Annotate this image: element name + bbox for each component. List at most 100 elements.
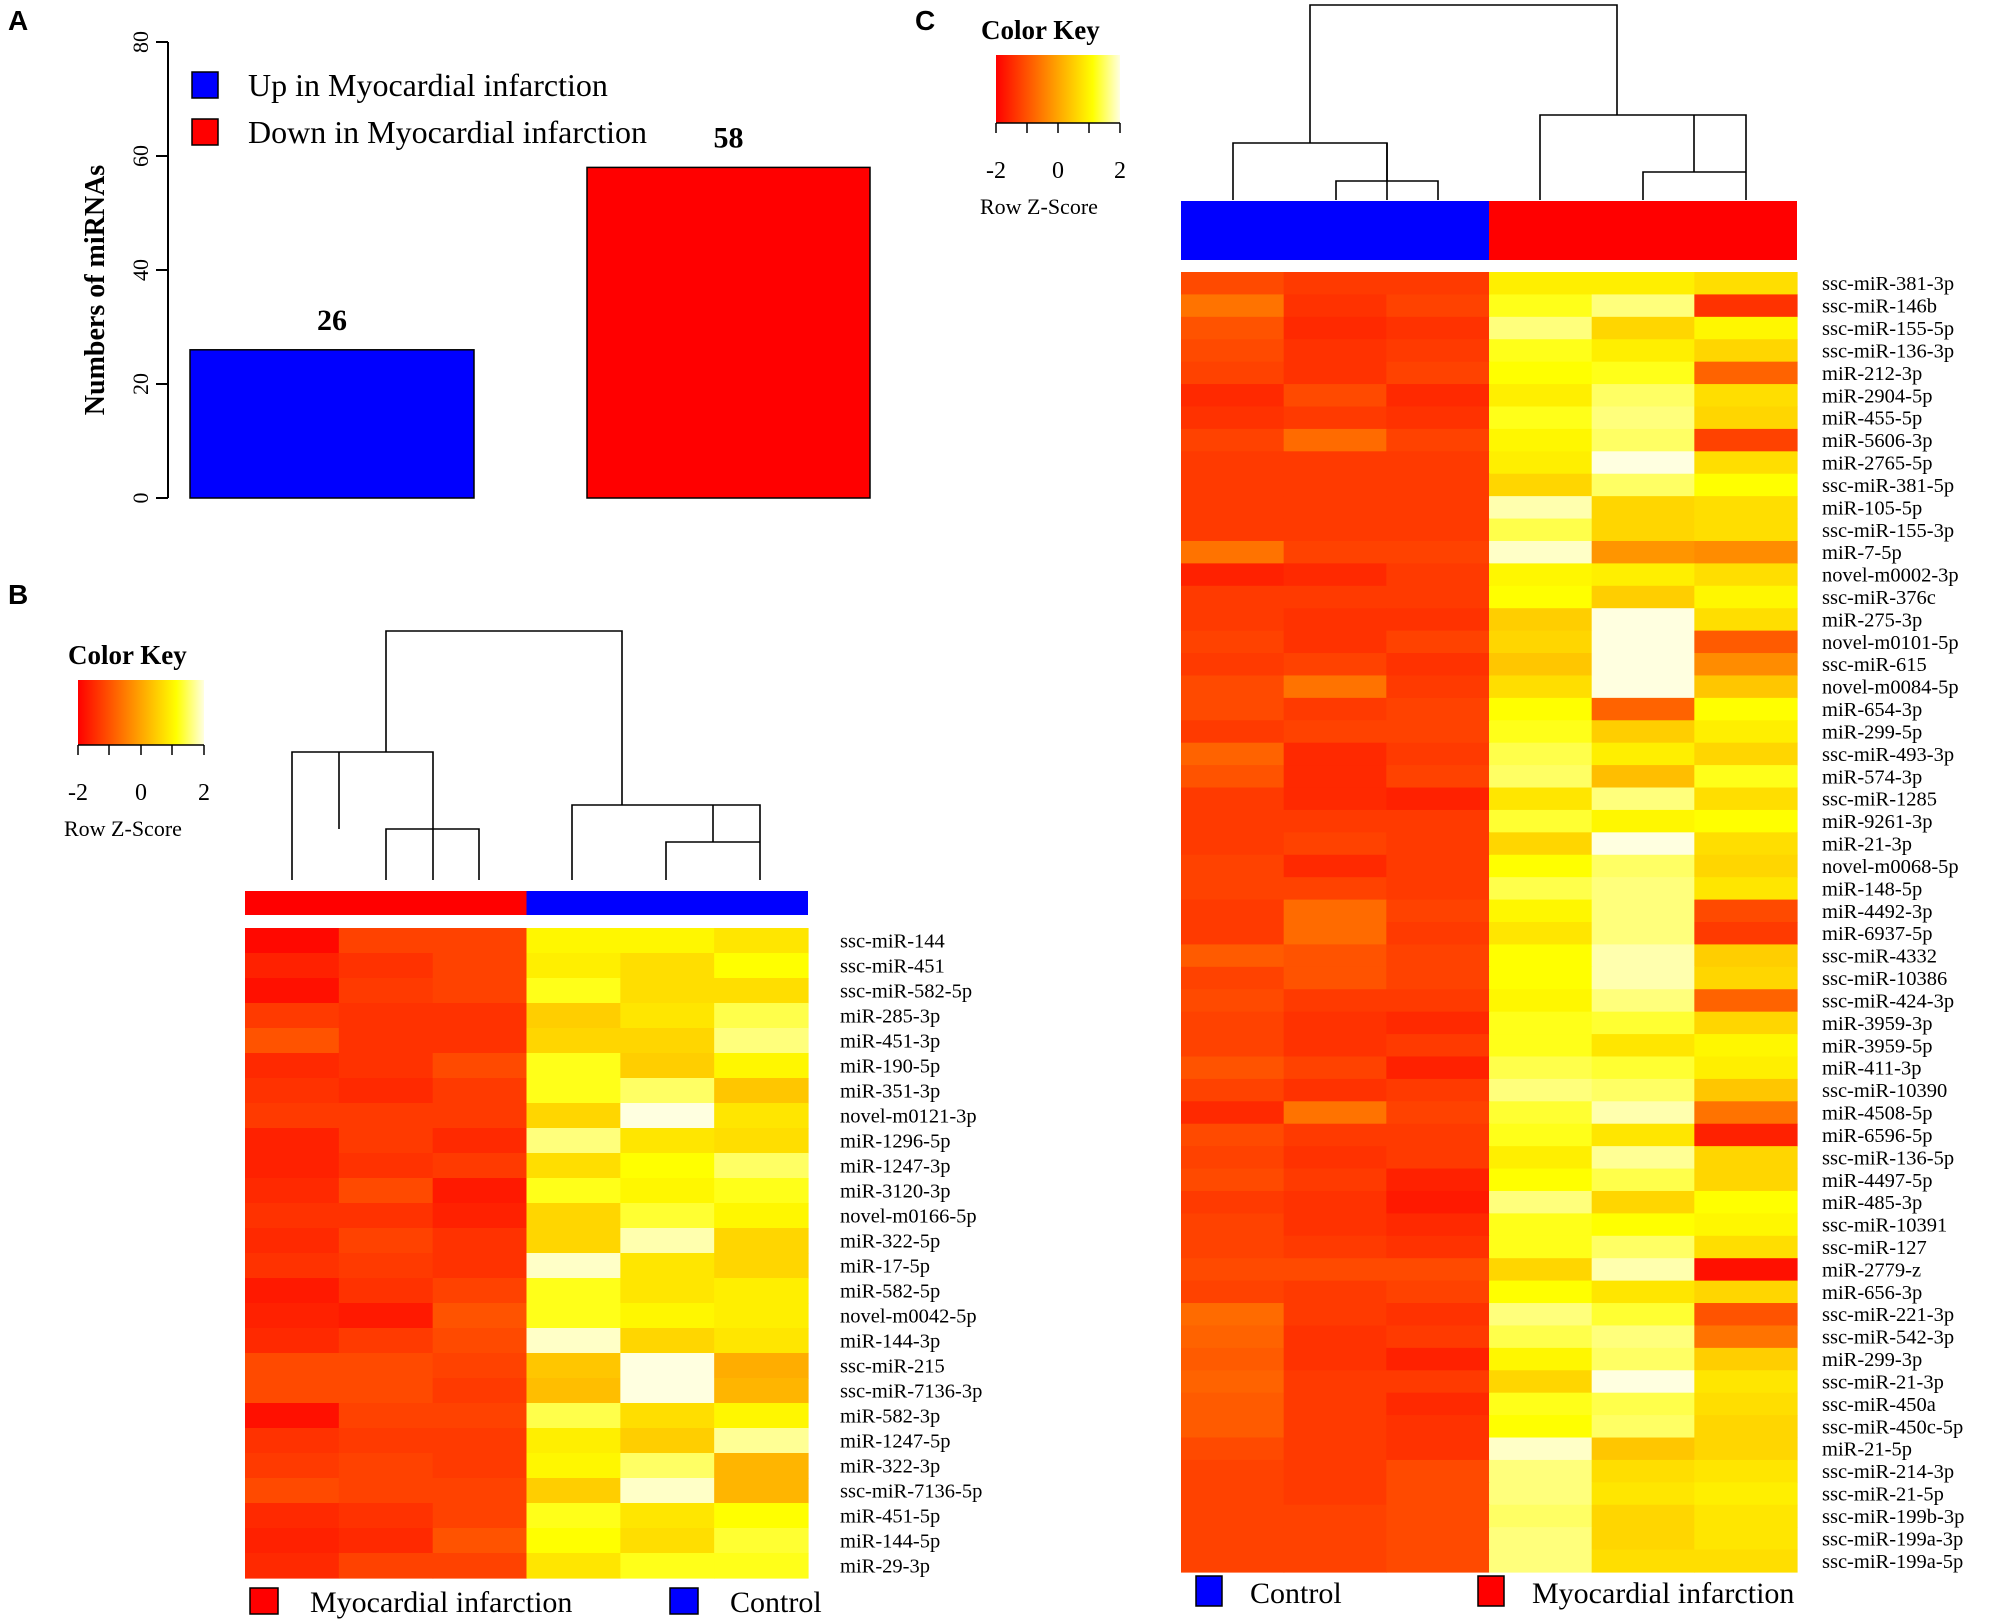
heatmap-cell: [1386, 1056, 1490, 1080]
heatmap-cell: [1181, 1056, 1285, 1080]
heatmap-cell: [620, 1178, 715, 1204]
heatmap-cell: [620, 1378, 715, 1404]
row-label: ssc-miR-199a-5p: [1822, 1551, 1963, 1573]
row-label: miR-148-5p: [1822, 878, 1922, 900]
heatmap-cell: [1694, 966, 1798, 990]
row-label: miR-322-5p: [840, 1231, 940, 1253]
y-tick-label: 20: [128, 373, 153, 395]
heatmap-cell: [1283, 787, 1387, 811]
legend-label-down: Down in Myocardial infarction: [248, 114, 647, 150]
heatmap-cell: [1591, 540, 1695, 564]
heatmap-cell: [338, 928, 434, 954]
heatmap-cell: [1489, 742, 1593, 766]
heatmap-cell: [1591, 585, 1695, 609]
heatmap-cell: [245, 1303, 340, 1329]
heatmap-cell: [432, 1128, 528, 1154]
row-label: ssc-miR-215: [840, 1356, 945, 1378]
heatmap-cell: [1181, 765, 1285, 789]
heatmap-cell: [1591, 608, 1695, 632]
heatmap-cell: [432, 1453, 528, 1479]
group-legend-c: Control Myocardial infarction: [1195, 1575, 1794, 1610]
heatmap-cell: [1591, 1123, 1695, 1147]
heatmap-cell: [245, 1028, 340, 1054]
heatmap-cell: [1283, 1056, 1387, 1080]
row-label: miR-190-5p: [840, 1056, 940, 1078]
heatmap-cell: [1489, 989, 1593, 1013]
heatmap-cell: [1283, 428, 1387, 452]
heatmap-cell: [432, 953, 528, 979]
heatmap-cell: [1489, 653, 1593, 677]
row-label: ssc-miR-451: [840, 956, 945, 978]
heatmap-cell: [1694, 944, 1798, 968]
heatmap-cell: [1181, 1347, 1285, 1371]
heatmap-cell: [432, 978, 528, 1004]
heatmap-cell: [1694, 675, 1798, 699]
heatmap-cell: [1386, 361, 1490, 385]
dendrogram-b: [291, 630, 761, 880]
row-label: ssc-miR-450c-5p: [1822, 1416, 1963, 1438]
row-label: miR-299-3p: [1822, 1349, 1922, 1371]
heatmap-cell: [1694, 1347, 1798, 1371]
legend-label-up: Up in Myocardial infarction: [248, 67, 608, 103]
heatmap-cell: [1181, 1392, 1285, 1416]
heatmap-cell: [526, 978, 621, 1004]
heatmap-cell: [1283, 1034, 1387, 1058]
row-label: miR-4508-5p: [1822, 1103, 1932, 1125]
heatmap-cell: [620, 1128, 715, 1154]
heatmap-cell: [1591, 720, 1695, 744]
heatmap-cell: [1591, 1235, 1695, 1259]
heatmap-cell: [245, 1078, 340, 1104]
heatmap-cell: [1283, 1258, 1387, 1282]
heatmap-cell: [620, 1103, 715, 1129]
heatmap-cell: [620, 1053, 715, 1079]
heatmap-cell: [714, 1078, 809, 1104]
row-label: novel-m0084-5p: [1822, 677, 1959, 699]
heatmap-cell: [1283, 630, 1387, 654]
heatmap-cell: [1386, 1123, 1490, 1147]
heatmap-cell: [1694, 451, 1798, 475]
heatmap-cell: [1283, 1370, 1387, 1394]
heatmap-cell: [1591, 1303, 1695, 1327]
heatmap-cell: [1694, 406, 1798, 430]
y-axis-ticks: 0 20 40 60 80: [128, 31, 168, 504]
panel-label-b: B: [8, 579, 28, 610]
heatmap-cell: [526, 1553, 621, 1579]
heatmap-cell: [1489, 1303, 1593, 1327]
heatmap-cell: [1694, 361, 1798, 385]
heatmap-cell: [714, 1528, 809, 1554]
dendrogram-branch: [1232, 142, 1388, 200]
heatmap-cell: [1181, 1482, 1285, 1506]
heatmap-cell: [1489, 630, 1593, 654]
heatmap-cell: [620, 1503, 715, 1529]
color-key-title-c: Color Key: [981, 15, 1100, 45]
heatmap-cell: [620, 953, 715, 979]
heatmap-cell: [1283, 1504, 1387, 1528]
heatmap-cell: [1489, 922, 1593, 946]
heatmap-cell: [338, 953, 434, 979]
heatmap-cell: [1283, 877, 1387, 901]
heatmap-cell: [1283, 653, 1387, 677]
heatmap-cell: [1283, 966, 1387, 990]
heatmap-cell: [245, 1228, 340, 1254]
row-label: ssc-miR-10390: [1822, 1080, 1947, 1102]
heatmap-cell: [1591, 1258, 1695, 1282]
heatmap-cell: [1694, 1213, 1798, 1237]
heatmap-cell: [1694, 1370, 1798, 1394]
group-legend-b: Myocardial infarction Control: [249, 1586, 822, 1619]
heatmap-cell: [1591, 1504, 1695, 1528]
heatmap-cell: [620, 1478, 715, 1504]
row-label: novel-m0042-5p: [840, 1306, 977, 1328]
heatmap-cell: [1489, 675, 1593, 699]
heatmap-cell: [1181, 361, 1285, 385]
row-label: miR-485-3p: [1822, 1192, 1922, 1214]
heatmap-cell: [1386, 966, 1490, 990]
heatmap-cell: [1386, 1437, 1490, 1461]
heatmap-cell: [526, 953, 621, 979]
heatmap-cell: [1489, 1101, 1593, 1125]
heatmap-cell: [1591, 496, 1695, 520]
row-label: miR-144-3p: [840, 1331, 940, 1353]
heatmap-cell: [1591, 809, 1695, 833]
heatmap-cell: [620, 1403, 715, 1429]
heatmap-cell: [1386, 294, 1490, 318]
heatmap-cell: [526, 1228, 621, 1254]
